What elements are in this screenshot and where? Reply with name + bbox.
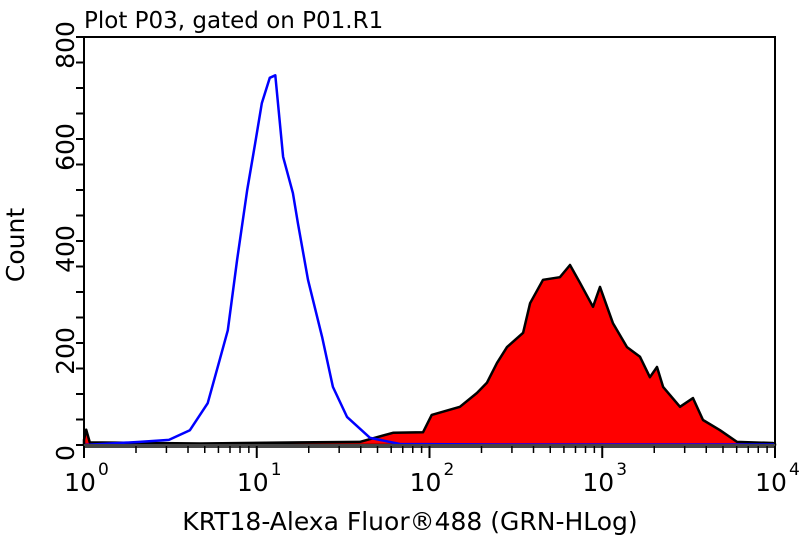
series-layer: [82, 74, 777, 447]
y-tick-label: 400: [51, 225, 80, 273]
x-tick-base: 10: [755, 468, 787, 497]
chart-title: Plot P03, gated on P01.R1: [84, 8, 383, 34]
x-tick-exponent: 4: [789, 460, 800, 480]
series-area-krt18: [82, 263, 777, 447]
x-tick-label: 10 3: [582, 460, 627, 497]
x-tick-exponent: 1: [271, 460, 282, 480]
y-axis: 0 200 400 600 800: [51, 21, 84, 461]
x-tick-label: 10 4: [755, 460, 800, 497]
plot-frame: [83, 36, 776, 446]
y-tick-label: 800: [51, 21, 80, 69]
x-tick-base: 10: [582, 468, 614, 497]
x-axis: 10 0 10 1 10 2 10 3 10 4: [64, 446, 800, 497]
x-tick-exponent: 2: [444, 460, 455, 480]
x-tick-base: 10: [237, 468, 269, 497]
x-axis-label: KRT18-Alexa Fluor®488 (GRN-HLog): [182, 507, 637, 536]
x-tick-label: 10 1: [237, 460, 282, 497]
x-tick-label: 10 2: [410, 460, 455, 497]
y-tick-label: 200: [51, 327, 80, 375]
x-tick-exponent: 3: [616, 460, 627, 480]
series-line-isotype-control: [83, 74, 775, 447]
y-tick-label: 600: [51, 123, 80, 171]
x-tick-label: 10 0: [64, 460, 109, 497]
x-tick-base: 10: [64, 468, 96, 497]
y-tick-label: 0: [51, 445, 80, 461]
x-tick-exponent: 0: [98, 460, 109, 480]
x-tick-base: 10: [410, 468, 442, 497]
y-axis-label: Count: [1, 208, 30, 282]
